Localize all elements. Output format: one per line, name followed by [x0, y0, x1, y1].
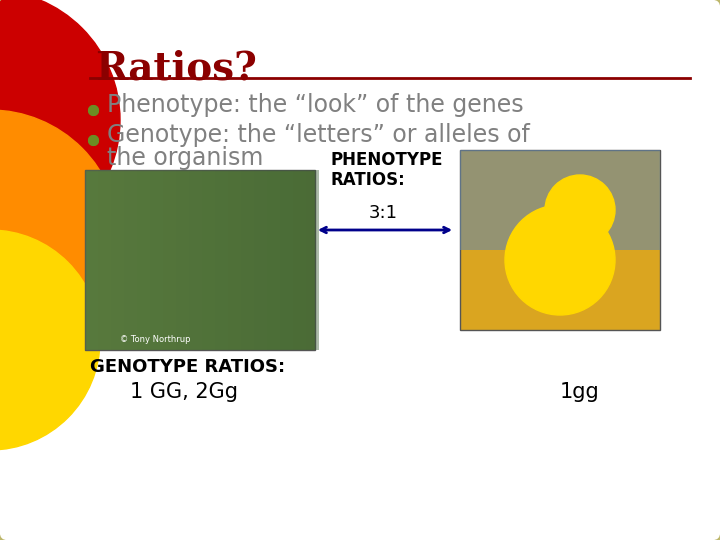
FancyBboxPatch shape — [124, 170, 137, 350]
FancyBboxPatch shape — [228, 170, 241, 350]
Circle shape — [545, 175, 615, 245]
FancyBboxPatch shape — [254, 170, 267, 350]
Text: RATIOS:: RATIOS: — [330, 171, 405, 189]
Text: the organism: the organism — [107, 146, 264, 170]
FancyBboxPatch shape — [460, 150, 660, 330]
FancyBboxPatch shape — [267, 170, 280, 350]
FancyBboxPatch shape — [280, 170, 293, 350]
Circle shape — [505, 205, 615, 315]
Text: Ratios?: Ratios? — [95, 50, 257, 88]
Text: Genotype: the “letters” or alleles of: Genotype: the “letters” or alleles of — [107, 123, 530, 147]
FancyBboxPatch shape — [293, 170, 306, 350]
Text: GENOTYPE RATIOS:: GENOTYPE RATIOS: — [90, 358, 285, 376]
FancyBboxPatch shape — [163, 170, 176, 350]
Text: 3:1: 3:1 — [369, 204, 397, 222]
Text: Phenotype: the “look” of the genes: Phenotype: the “look” of the genes — [107, 93, 523, 117]
FancyBboxPatch shape — [98, 170, 111, 350]
FancyBboxPatch shape — [241, 170, 254, 350]
FancyBboxPatch shape — [176, 170, 189, 350]
Text: 1 GG, 2Gg: 1 GG, 2Gg — [130, 382, 238, 402]
Circle shape — [0, 110, 120, 370]
FancyBboxPatch shape — [215, 170, 228, 350]
Circle shape — [0, 0, 120, 250]
FancyBboxPatch shape — [306, 170, 319, 350]
FancyBboxPatch shape — [202, 170, 215, 350]
Circle shape — [0, 230, 100, 450]
FancyBboxPatch shape — [460, 150, 660, 250]
Text: PHENOTYPE: PHENOTYPE — [330, 151, 443, 169]
FancyBboxPatch shape — [111, 170, 124, 350]
FancyBboxPatch shape — [189, 170, 202, 350]
FancyBboxPatch shape — [137, 170, 150, 350]
Text: 1gg: 1gg — [560, 382, 600, 402]
FancyBboxPatch shape — [85, 170, 315, 350]
FancyBboxPatch shape — [150, 170, 163, 350]
Text: © Tony Northrup: © Tony Northrup — [120, 335, 191, 344]
FancyBboxPatch shape — [85, 170, 98, 350]
